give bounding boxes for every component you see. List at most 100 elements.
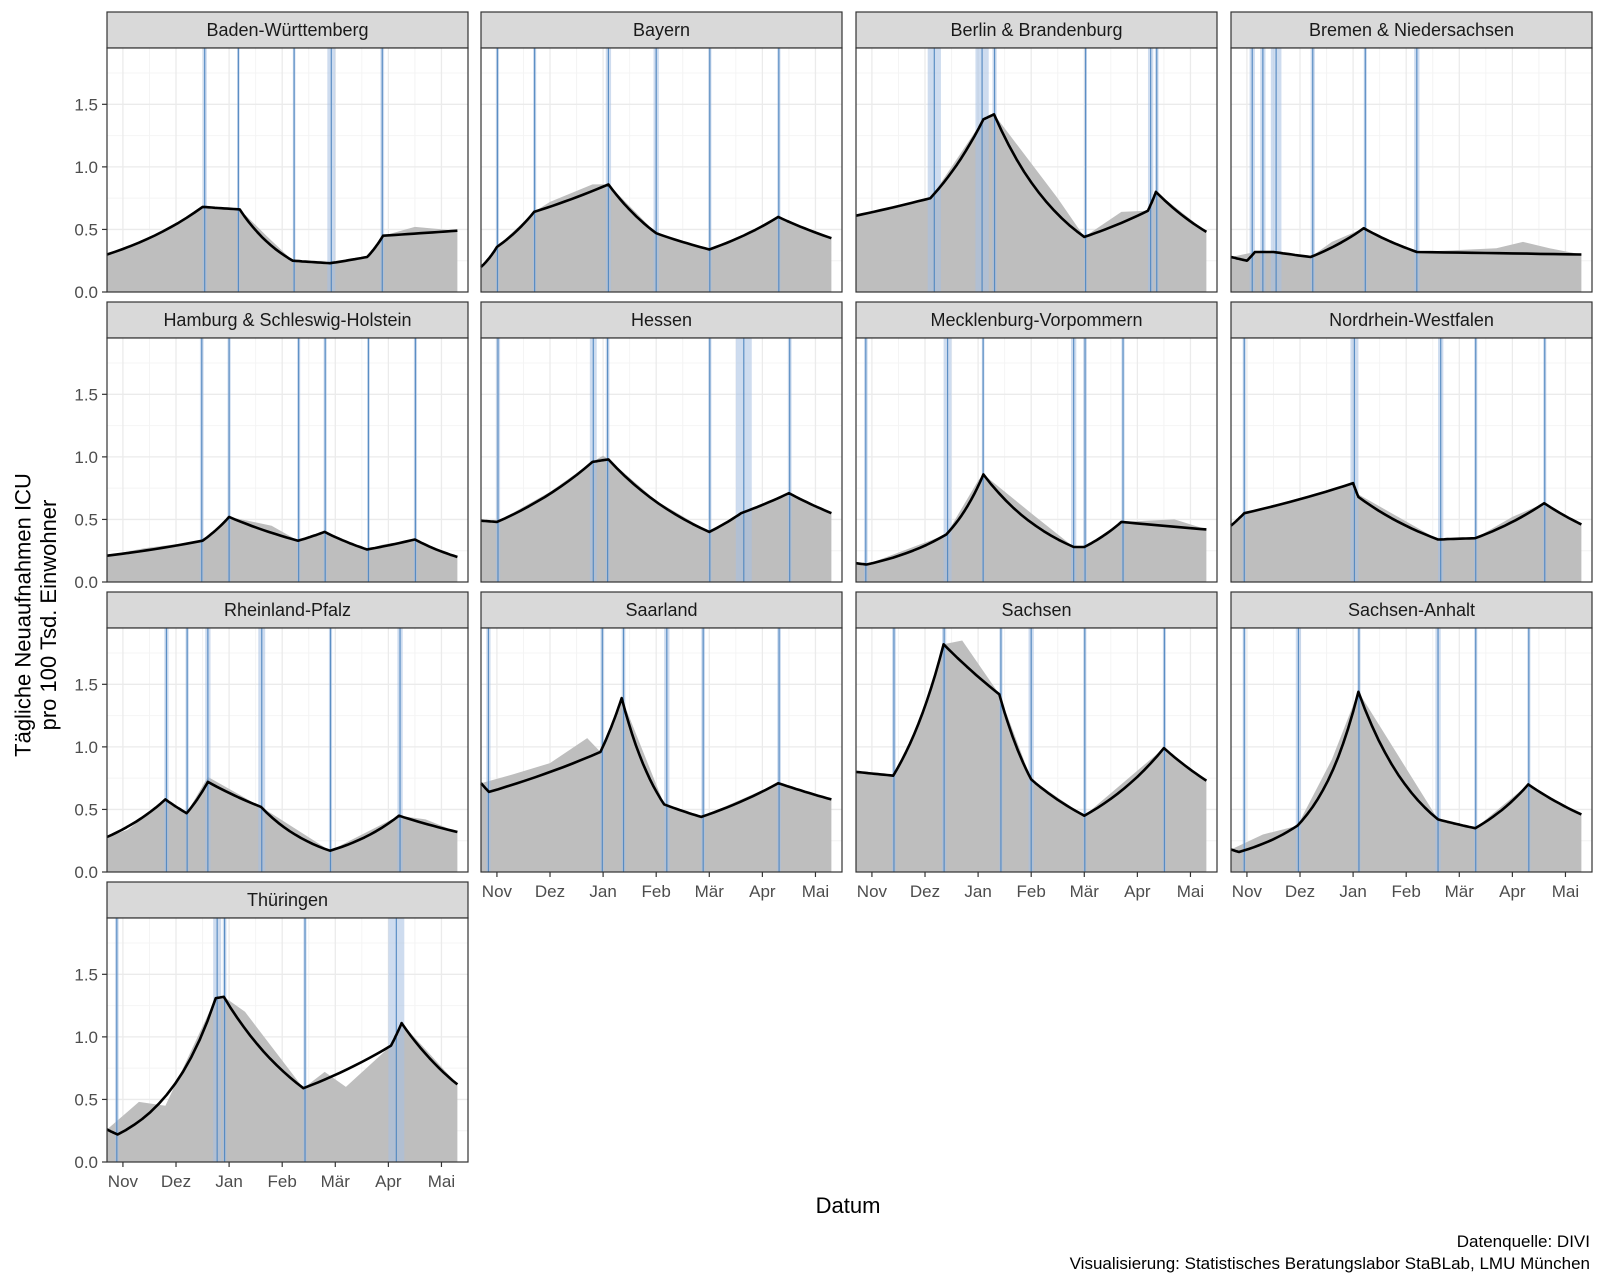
facet-strip [855,301,1218,339]
facet-panel: Saarland Nov Dez Jan Feb Mär Apr Mai [480,591,843,901]
trend-line [106,205,458,265]
caption-source: Datenquelle: DIVI [1457,1232,1590,1251]
facet-strip [106,11,469,49]
y-tick-label: 0.5 [74,1090,98,1109]
facet-strip [106,301,469,339]
panel-border [106,917,469,1163]
facet-title: Hessen [631,310,692,330]
facet-panel: Sachsen-Anhalt Nov Dez Jan Feb Mär Apr Mai [1230,591,1593,901]
facet-title: Mecklenburg-Vorpommern [930,310,1142,330]
data-area [1231,228,1582,292]
facet-title: Nordrhein-Westfalen [1329,310,1494,330]
panel-border [106,47,469,293]
panel-border [480,337,843,583]
facet-title: Baden-Württemberg [206,20,368,40]
x-tick-label: Dez [910,882,940,901]
caption-credit: Visualisierung: Statistisches Beratungsl… [1070,1254,1590,1273]
x-tick-label: Mai [1177,882,1204,901]
trend-line [855,113,1208,239]
x-tick-label: Feb [1017,882,1046,901]
x-tick-label: Apr [749,882,776,901]
panel-border [480,627,843,873]
trend-line [480,696,832,819]
trend-line [106,995,459,1136]
facet-panel: Thüringen 0.0 0.5 1.0 1.5 Nov Dez Jan Feb Mär Apr M… [74,881,469,1191]
data-area [107,996,458,1162]
facet-strip [855,11,1218,49]
panel-border [1230,627,1593,873]
x-tick-label: Jan [589,882,616,901]
x-tick-label: Feb [1392,882,1421,901]
x-tick-label: Apr [1499,882,1526,901]
x-tick-label: Mai [428,1172,455,1191]
facet-strip [1230,591,1593,629]
x-tick-label: Dez [1285,882,1315,901]
facet-title: Thüringen [247,890,328,910]
facet-title: Rheinland-Pfalz [224,600,351,620]
facet-title: Bayern [633,20,690,40]
x-tick-label: Jan [215,1172,242,1191]
y-tick-label: 1.5 [74,965,98,984]
x-tick-label: Nov [1232,882,1263,901]
y-tick-label: 0.0 [74,1153,98,1172]
data-area [107,206,458,292]
trend-line [855,473,1207,566]
y-tick-label: 0.5 [74,510,98,529]
y-tick-label: 1.0 [74,448,98,467]
data-area [1231,483,1582,582]
y-tick-label: 1.0 [74,158,98,177]
x-tick-label: Apr [375,1172,402,1191]
y-tick-label: 1.0 [74,738,98,757]
x-tick-label: Dez [535,882,565,901]
data-area [1231,691,1582,872]
facet-strip [480,301,843,339]
x-tick-label: Nov [482,882,513,901]
panel-border [106,337,469,583]
y-tick-label: 0.0 [74,283,98,302]
facet-strip [480,11,843,49]
panel-border [480,47,843,293]
y-tick-label: 0.5 [74,220,98,239]
y-tick-label: 1.0 [74,1028,98,1047]
y-axis-label-line: Tägliche Neuaufnahmen ICU [11,473,36,757]
x-tick-label: Mär [695,882,725,901]
y-axis-label-line: pro 100 Tsd. Einwohner [36,500,61,731]
facet-panel: Berlin & Brandenburg [855,11,1218,293]
x-tick-label: Nov [108,1172,139,1191]
panel-border [855,337,1218,583]
trend-line [1230,481,1582,541]
facet-panel: Hessen [480,301,843,583]
trend-line [480,458,832,534]
x-tick-label: Feb [268,1172,297,1191]
facet-title: Sachsen [1001,600,1071,620]
x-tick-label: Jan [964,882,991,901]
facet-strip [480,591,843,629]
facet-panel: Nordrhein-Westfalen [1230,301,1593,583]
trend-line [1230,226,1582,262]
data-area [856,114,1207,292]
x-tick-label: Apr [1124,882,1151,901]
panel-border [855,627,1218,873]
x-tick-label: Feb [642,882,671,901]
y-tick-label: 1.5 [74,675,98,694]
caption: Datenquelle: DIVI Visualisierung: Statis… [1070,1232,1590,1273]
panel-border [1230,47,1593,293]
facet-panel: Rheinland-Pfalz 0.0 0.5 1.0 1.5 [74,591,469,882]
trend-line [106,515,458,559]
data-area [107,516,458,582]
facet-title: Berlin & Brandenburg [950,20,1122,40]
facet-strip [106,591,469,629]
trend-line [106,780,458,852]
facet-title: Sachsen-Anhalt [1348,600,1475,620]
x-tick-label: Mär [1445,882,1475,901]
facet-strip [855,591,1218,629]
facet-panel: Sachsen Nov Dez Jan Feb Mär Apr Mai [855,591,1218,901]
facet-title: Bremen & Niedersachsen [1309,20,1514,40]
y-tick-label: 0.0 [74,863,98,882]
trend-line [1230,690,1582,854]
x-tick-label: Mai [802,882,829,901]
facet-strip [1230,11,1593,49]
facet-panel: Mecklenburg-Vorpommern [855,301,1218,583]
facet-strip [106,881,469,919]
